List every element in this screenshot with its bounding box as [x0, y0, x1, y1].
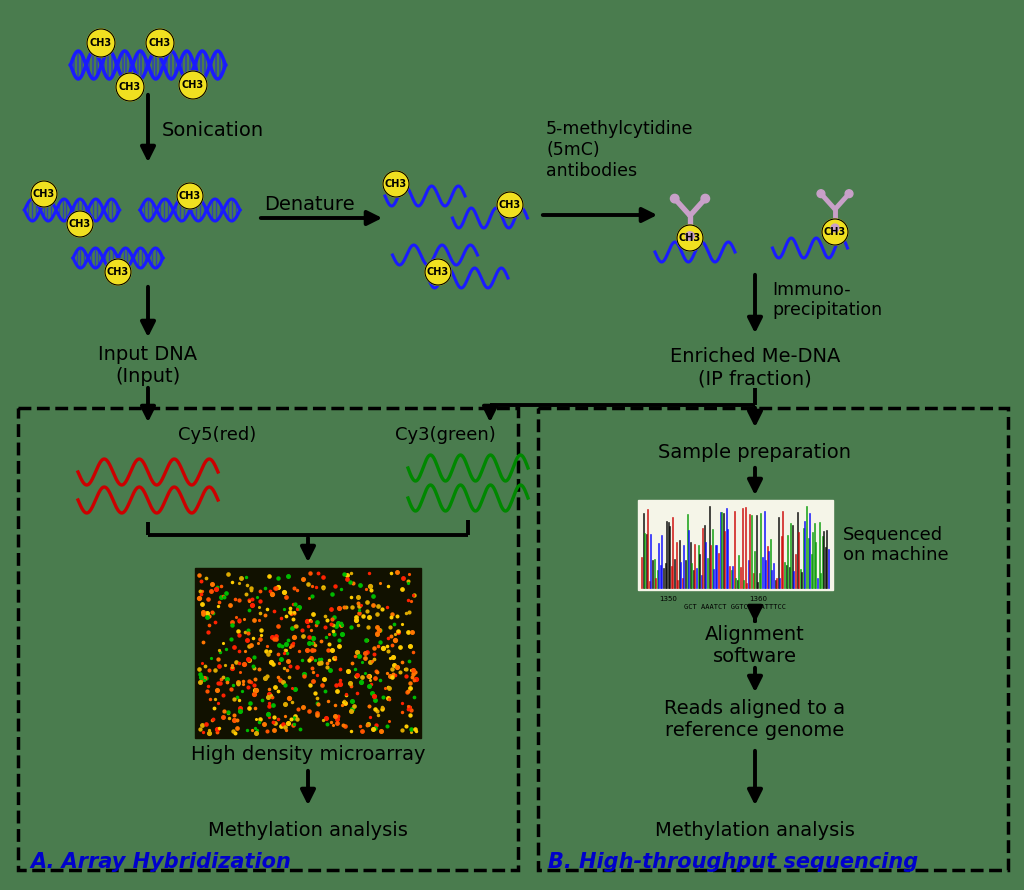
Circle shape	[822, 219, 848, 245]
Circle shape	[425, 259, 451, 285]
Text: Methylation analysis: Methylation analysis	[655, 821, 855, 839]
Text: 1350: 1350	[659, 596, 677, 602]
Bar	[18, 408, 518, 870]
Text: CH3: CH3	[499, 200, 521, 210]
Circle shape	[31, 181, 57, 207]
Circle shape	[105, 259, 131, 285]
Text: Alignment
software: Alignment software	[706, 625, 805, 666]
Text: Denature: Denature	[264, 196, 354, 214]
Circle shape	[497, 192, 523, 218]
Text: Sample preparation: Sample preparation	[658, 442, 852, 462]
Text: Methylation analysis: Methylation analysis	[208, 821, 408, 839]
Text: CH3: CH3	[33, 189, 55, 199]
Text: CH3: CH3	[179, 191, 201, 201]
Circle shape	[87, 29, 115, 57]
Text: Cy5(red): Cy5(red)	[178, 426, 256, 444]
Text: CH3: CH3	[182, 80, 204, 90]
Text: CH3: CH3	[427, 267, 450, 277]
Text: CH3: CH3	[679, 233, 701, 243]
Text: 1360: 1360	[749, 596, 767, 602]
Text: CH3: CH3	[119, 82, 141, 92]
Text: CH3: CH3	[148, 38, 171, 48]
Text: CH3: CH3	[106, 267, 129, 277]
Text: CH3: CH3	[385, 179, 408, 189]
Bar	[195, 568, 421, 738]
Text: High density microarray: High density microarray	[190, 746, 425, 765]
Text: CH3: CH3	[824, 227, 846, 237]
Text: Immuno-
precipitation: Immuno- precipitation	[772, 280, 882, 320]
Text: Cy3(green): Cy3(green)	[395, 426, 496, 444]
Circle shape	[146, 29, 174, 57]
Text: 5-methylcytidine
(5mC)
antibodies: 5-methylcytidine (5mC) antibodies	[546, 120, 693, 180]
Circle shape	[179, 71, 207, 99]
Circle shape	[116, 73, 144, 101]
Circle shape	[831, 224, 839, 232]
Circle shape	[817, 190, 825, 198]
Circle shape	[677, 225, 703, 251]
Bar	[538, 408, 1008, 870]
Text: GCT AAATCT GGTCTTTATTTCC: GCT AAATCT GGTCTTTATTTCC	[684, 604, 786, 610]
Text: Enriched Me-DNA
(IP fraction): Enriched Me-DNA (IP fraction)	[670, 347, 840, 389]
Text: Reads aligned to a
reference genome: Reads aligned to a reference genome	[665, 700, 846, 740]
Circle shape	[686, 231, 694, 240]
Bar	[638, 500, 833, 590]
Circle shape	[701, 194, 710, 203]
Text: CH3: CH3	[90, 38, 112, 48]
Text: B. High-throughput sequencing: B. High-throughput sequencing	[548, 852, 919, 872]
Text: Sequenced
on machine: Sequenced on machine	[843, 526, 948, 564]
Text: A. Array Hybridization: A. Array Hybridization	[30, 852, 291, 872]
Circle shape	[177, 183, 203, 209]
Circle shape	[67, 211, 93, 237]
Circle shape	[383, 171, 409, 197]
Circle shape	[845, 190, 853, 198]
Text: Input DNA
(Input): Input DNA (Input)	[98, 344, 198, 385]
Text: CH3: CH3	[69, 219, 91, 229]
Circle shape	[671, 194, 679, 203]
Text: Sonication: Sonication	[162, 120, 264, 140]
